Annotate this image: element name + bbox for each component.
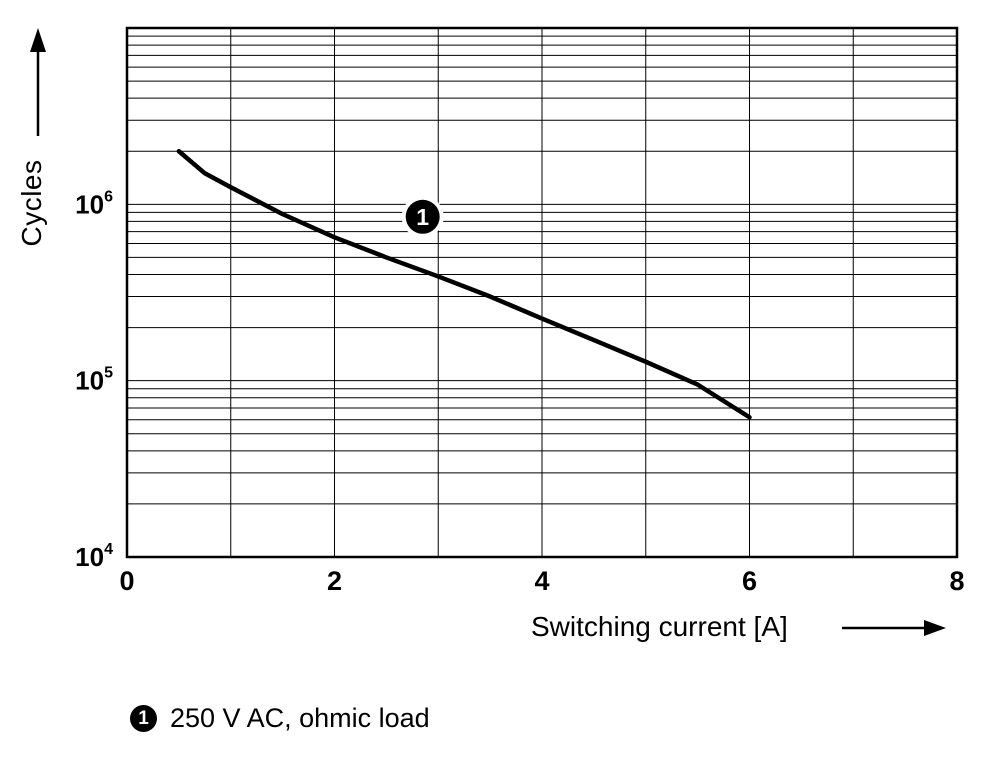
x-tick-label: 2 — [327, 566, 342, 596]
y-axis-label: Cycles — [16, 159, 47, 247]
y-tick-label: 104 — [75, 541, 113, 572]
x-tick-label: 4 — [534, 566, 549, 596]
x-axis-arrow-icon — [842, 620, 946, 636]
legend: 1 250 V AC, ohmic load — [130, 703, 430, 734]
annotation-marker-label: 1 — [416, 204, 429, 230]
legend-series-1-label: 250 V AC, ohmic load — [170, 703, 430, 733]
x-tick-label: 8 — [949, 566, 964, 596]
legend-series-1-marker-icon: 1 — [130, 705, 157, 732]
x-tick-label: 0 — [119, 566, 134, 596]
y-axis-arrow-icon — [30, 28, 46, 136]
y-tick-label: 106 — [75, 188, 113, 219]
y-tick-label: 105 — [75, 365, 113, 396]
annotation-marker — [405, 199, 440, 234]
x-axis-label: Switching current [A] — [531, 611, 788, 642]
curve-series-1 — [176, 149, 752, 420]
plot-border — [125, 26, 959, 559]
x-tick-label: 6 — [742, 566, 757, 596]
